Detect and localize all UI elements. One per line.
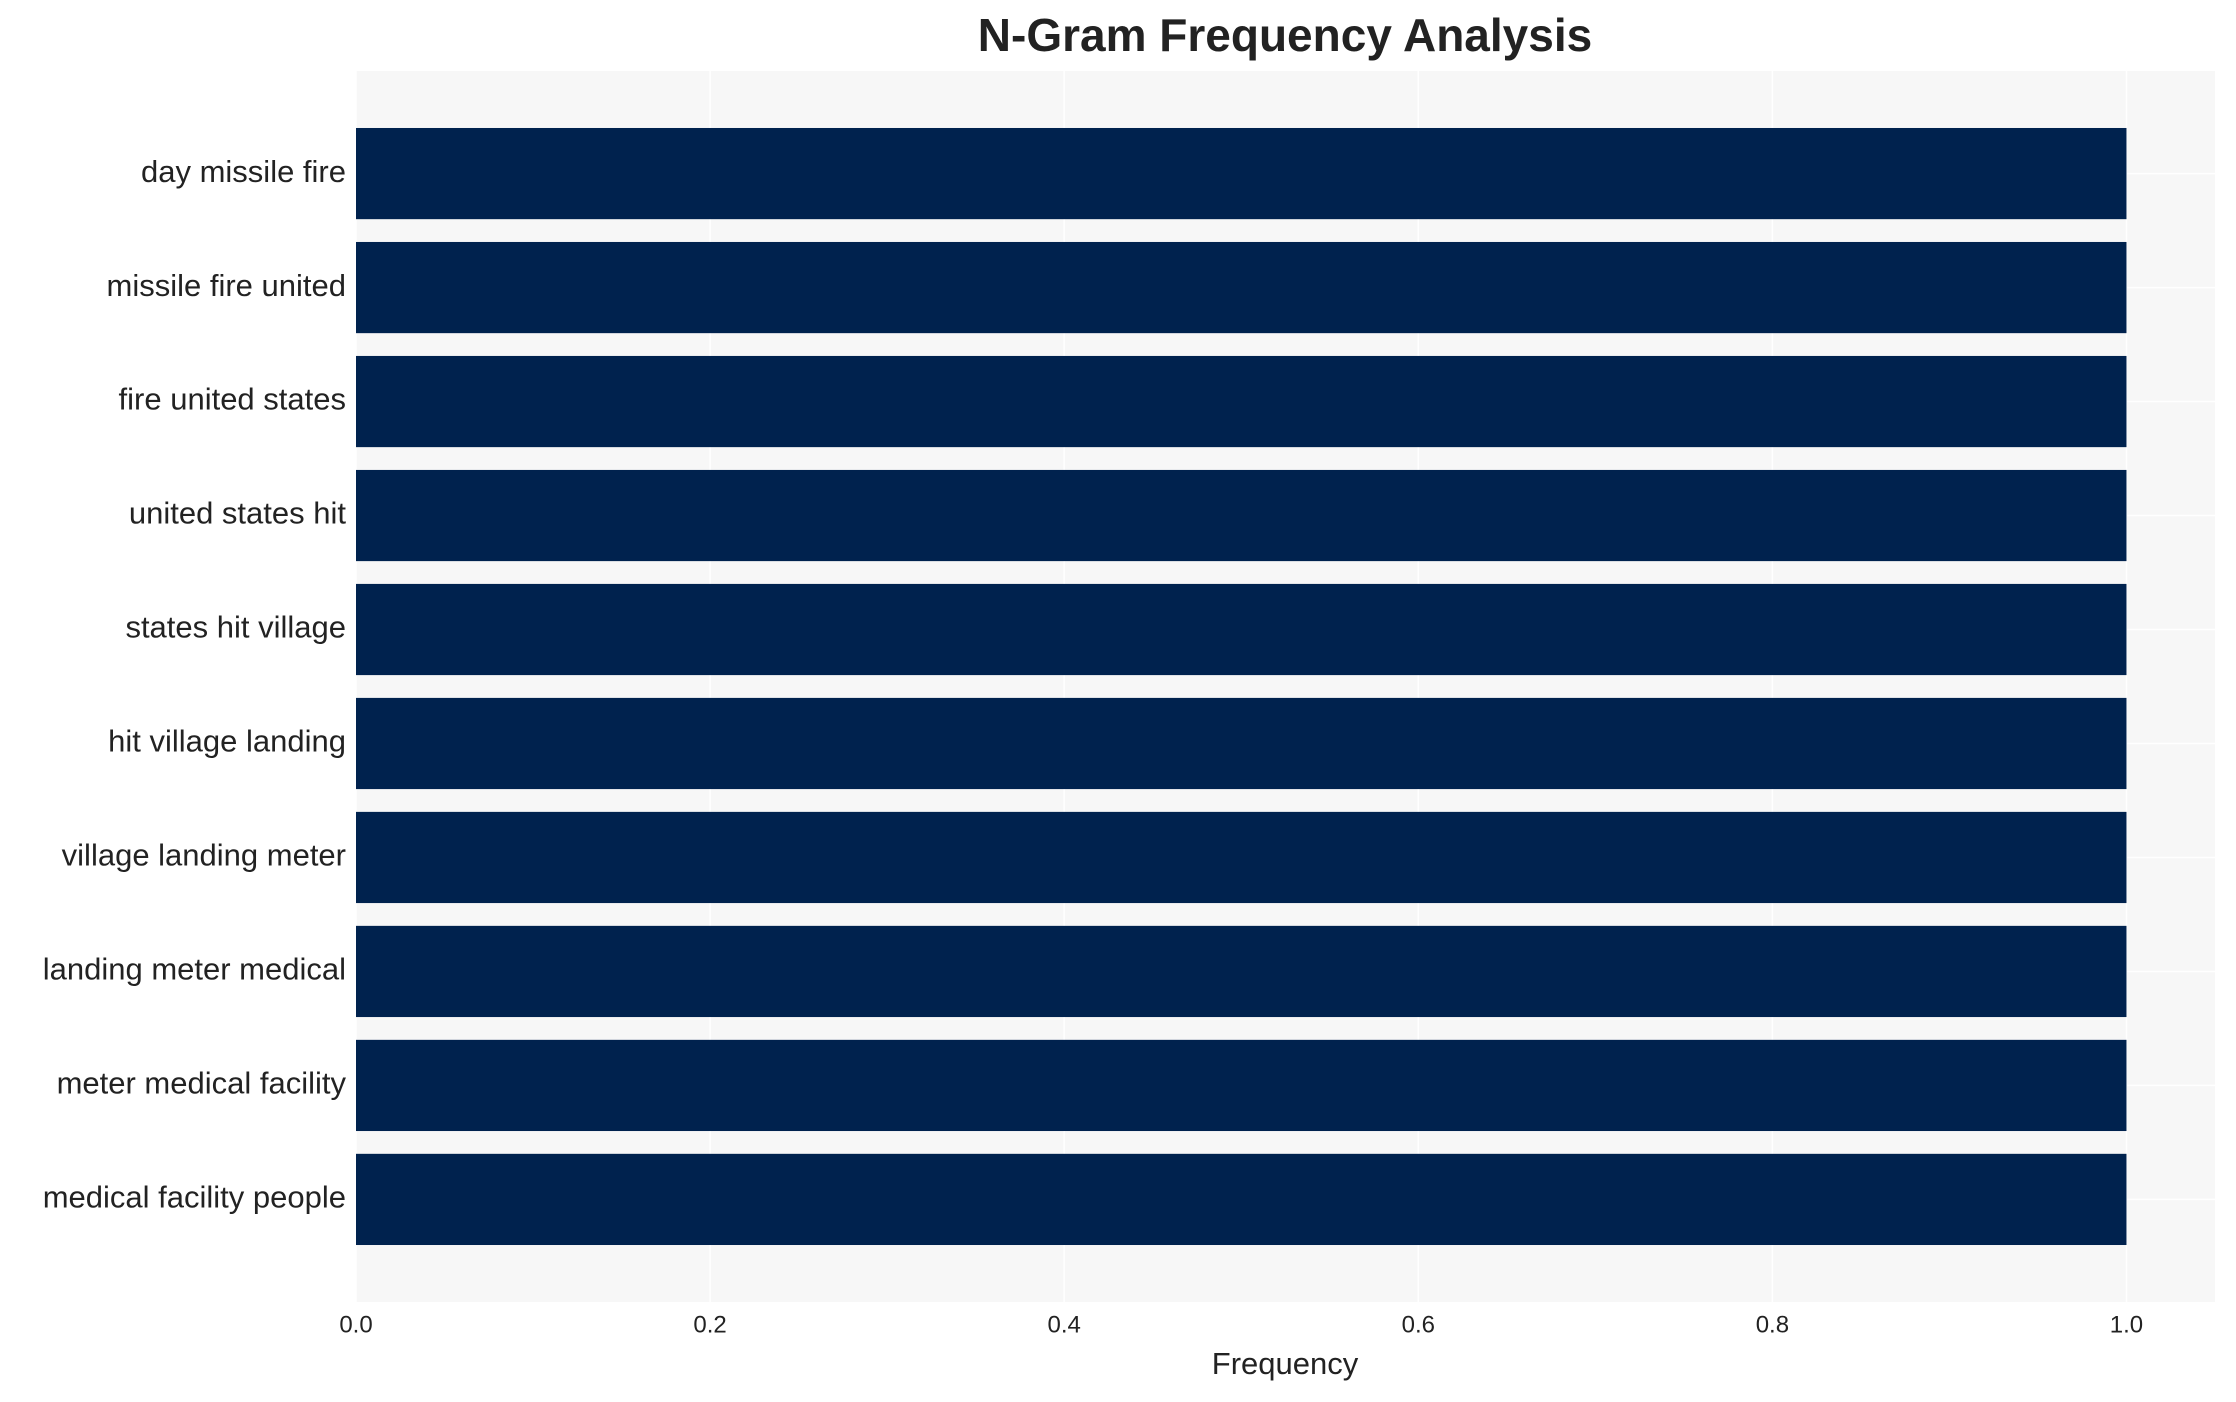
y-tick-label: states hit village xyxy=(125,610,346,645)
y-tick-label: landing meter medical xyxy=(43,952,346,987)
bar xyxy=(356,583,2127,676)
x-tick-label: 0.0 xyxy=(339,1311,372,1338)
x-tick-label: 0.2 xyxy=(693,1311,726,1338)
bar xyxy=(356,241,2127,334)
x-tick-label: 0.6 xyxy=(1402,1311,1435,1338)
y-tick-label: village landing meter xyxy=(62,838,346,873)
bar xyxy=(356,469,2127,562)
y-tick-label: medical facility people xyxy=(43,1180,346,1215)
x-axis-label: Frequency xyxy=(1212,1346,1359,1381)
chart-title: N-Gram Frequency Analysis xyxy=(978,9,1592,61)
bar xyxy=(356,1039,2127,1132)
bar xyxy=(356,127,2127,220)
y-tick-label: hit village landing xyxy=(108,724,346,759)
x-tick-label: 0.4 xyxy=(1048,1311,1081,1338)
bar xyxy=(356,1153,2127,1246)
y-tick-label: united states hit xyxy=(129,496,347,531)
bar xyxy=(356,925,2127,1018)
y-tick-label: missile fire united xyxy=(107,268,346,303)
bar xyxy=(356,355,2127,448)
x-tick-label: 1.0 xyxy=(2110,1311,2143,1338)
bar xyxy=(356,697,2127,790)
y-tick-label: day missile fire xyxy=(141,154,346,189)
x-tick-label: 0.8 xyxy=(1756,1311,1789,1338)
y-tick-label: meter medical facility xyxy=(57,1066,347,1101)
bar xyxy=(356,811,2127,904)
y-tick-label: fire united states xyxy=(119,382,346,417)
